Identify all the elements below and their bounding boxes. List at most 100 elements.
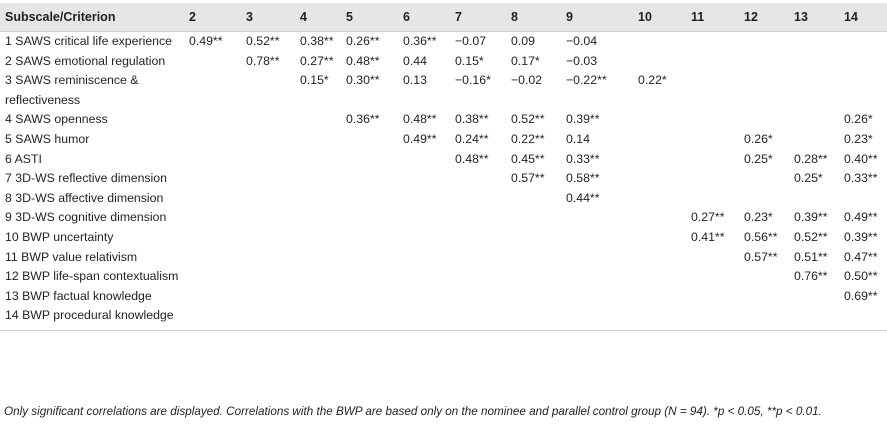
correlation-cell bbox=[633, 32, 686, 52]
header-col-11: 11 bbox=[686, 3, 739, 32]
correlation-cell bbox=[341, 150, 398, 170]
correlation-cell: 0.56** bbox=[744, 229, 778, 244]
correlation-cell bbox=[789, 110, 839, 130]
correlation-cell: 0.57** bbox=[511, 171, 545, 186]
correlation-cell bbox=[341, 208, 398, 228]
correlation-cell: 0.76** bbox=[794, 269, 828, 284]
row-label: 12 BWP life-span contextualism bbox=[5, 269, 179, 284]
correlation-cell bbox=[341, 267, 398, 287]
correlation-cell: 0.47** bbox=[844, 249, 878, 264]
correlation-cell bbox=[839, 32, 887, 52]
correlation-cell bbox=[241, 228, 295, 248]
correlation-cell bbox=[184, 71, 241, 110]
correlation-cell bbox=[839, 71, 887, 110]
correlation-cell: 0.23* bbox=[844, 131, 873, 146]
correlation-cell: 0.44** bbox=[566, 190, 600, 205]
correlation-cell: −0.03 bbox=[566, 53, 598, 68]
correlation-cell: −0.22** bbox=[566, 73, 607, 88]
correlation-cell bbox=[739, 287, 789, 307]
correlation-cell bbox=[450, 228, 506, 248]
header-col-9: 9 bbox=[561, 3, 633, 32]
row-label: 3 SAWS reminiscence & reflectiveness bbox=[5, 73, 139, 107]
correlation-cell bbox=[633, 150, 686, 170]
correlation-cell bbox=[241, 71, 295, 110]
correlation-cell: 0.52** bbox=[246, 34, 280, 48]
correlation-cell: −0.16* bbox=[455, 73, 491, 88]
correlation-table: Subscale/Criterion 2 3 4 5 6 7 8 9 10 11 12 13 14 1 S… bbox=[0, 3, 887, 331]
correlation-cell bbox=[686, 32, 739, 52]
correlation-cell: 0.48** bbox=[455, 151, 489, 166]
correlation-cell bbox=[450, 189, 506, 209]
correlation-cell bbox=[506, 267, 561, 287]
correlation-cell bbox=[295, 306, 341, 331]
correlation-cell bbox=[739, 110, 789, 130]
header-col-7: 7 bbox=[450, 3, 506, 32]
correlation-cell: 0.45** bbox=[511, 151, 545, 166]
correlation-cell bbox=[686, 189, 739, 209]
correlation-cell bbox=[295, 110, 341, 130]
correlation-cell bbox=[686, 71, 739, 110]
correlation-cell bbox=[184, 110, 241, 130]
header-col-3: 3 bbox=[241, 3, 295, 32]
correlation-cell bbox=[561, 267, 633, 287]
correlation-cell bbox=[739, 189, 789, 209]
row-label: 2 SAWS emotional regulation bbox=[5, 53, 166, 68]
correlation-cell bbox=[686, 150, 739, 170]
correlation-cell bbox=[686, 267, 739, 287]
correlation-cell bbox=[184, 306, 241, 331]
row-label: 14 BWP procedural knowledge bbox=[0, 306, 184, 331]
correlation-cell bbox=[789, 189, 839, 209]
correlation-cell bbox=[633, 169, 686, 189]
correlation-cell: 0.27** bbox=[691, 210, 725, 225]
correlation-cell bbox=[295, 267, 341, 287]
correlation-cell bbox=[398, 248, 450, 268]
table-row: 4 SAWS openness 0.36** 0.48** 0.38** 0.52** 0… bbox=[0, 110, 887, 130]
correlation-cell: 0.69** bbox=[844, 288, 878, 303]
correlation-cell bbox=[633, 130, 686, 150]
header-col-8: 8 bbox=[506, 3, 561, 32]
table-row: 14 BWP procedural knowledge bbox=[0, 306, 887, 331]
correlation-cell bbox=[506, 306, 561, 331]
correlation-cell: 0.26** bbox=[346, 34, 380, 48]
correlation-cell bbox=[739, 267, 789, 287]
correlation-cell bbox=[561, 287, 633, 307]
correlation-cell bbox=[450, 267, 506, 287]
table-body: 1 SAWS critical life experience 0.49** 0.5… bbox=[0, 32, 887, 331]
correlation-cell bbox=[686, 52, 739, 72]
correlation-cell bbox=[295, 130, 341, 150]
correlation-cell bbox=[739, 71, 789, 110]
correlation-cell bbox=[739, 169, 789, 189]
correlation-cell: 0.22** bbox=[511, 131, 545, 146]
correlation-cell bbox=[450, 287, 506, 307]
correlation-cell bbox=[341, 287, 398, 307]
correlation-cell: 0.39** bbox=[794, 210, 828, 225]
correlation-cell: 0.44 bbox=[403, 53, 427, 68]
header-col-10: 10 bbox=[633, 3, 686, 32]
correlation-cell bbox=[506, 287, 561, 307]
correlation-cell bbox=[295, 287, 341, 307]
correlation-cell bbox=[686, 130, 739, 150]
table-row: 3 SAWS reminiscence & reflectiveness 0.15… bbox=[0, 71, 887, 110]
correlation-cell: 0.15* bbox=[300, 73, 329, 88]
correlation-cell bbox=[633, 306, 686, 331]
correlation-cell: 0.49** bbox=[844, 210, 878, 225]
correlation-cell: 0.39** bbox=[566, 112, 600, 127]
correlation-cell bbox=[241, 208, 295, 228]
correlation-cell: 0.49** bbox=[189, 34, 223, 48]
correlation-cell bbox=[241, 267, 295, 287]
header-col-12: 12 bbox=[739, 3, 789, 32]
header-col-6: 6 bbox=[398, 3, 450, 32]
row-label: 13 BWP factual knowledge bbox=[5, 288, 152, 303]
table-row: 6 ASTI 0.48** 0.45** 0.33** 0.25* 0.28** 0.40*… bbox=[0, 150, 887, 170]
correlation-cell bbox=[241, 287, 295, 307]
correlation-cell bbox=[839, 52, 887, 72]
correlation-cell bbox=[686, 110, 739, 130]
correlation-cell: 0.25* bbox=[744, 151, 773, 166]
correlation-cell bbox=[398, 189, 450, 209]
correlation-cell bbox=[341, 130, 398, 150]
table-row: 8 3D-WS affective dimension 0.44** bbox=[0, 189, 887, 209]
row-label: 11 BWP value relativism bbox=[5, 249, 138, 264]
row-label: 10 BWP uncertainty bbox=[5, 229, 114, 244]
correlation-cell bbox=[295, 228, 341, 248]
correlation-cell bbox=[450, 306, 506, 331]
